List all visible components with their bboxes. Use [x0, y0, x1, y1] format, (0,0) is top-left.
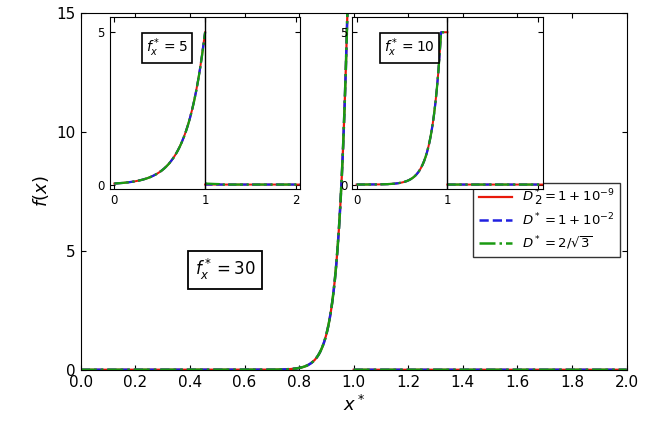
- Text: $f_x^* = 10$: $f_x^* = 10$: [384, 37, 435, 59]
- Text: $f_x^* = 30$: $f_x^* = 30$: [195, 257, 256, 282]
- Legend: $D^* = 1 + 10^{-9}$, $D^* = 1 + 10^{-2}$, $D^* = 2/\sqrt{3}$: $D^* = 1 + 10^{-9}$, $D^* = 1 + 10^{-2}$…: [474, 183, 620, 257]
- Y-axis label: $f(x)$: $f(x)$: [31, 176, 51, 207]
- X-axis label: $x^*$: $x^*$: [342, 395, 365, 415]
- Text: $f_x^* = 5$: $f_x^* = 5$: [146, 37, 188, 59]
